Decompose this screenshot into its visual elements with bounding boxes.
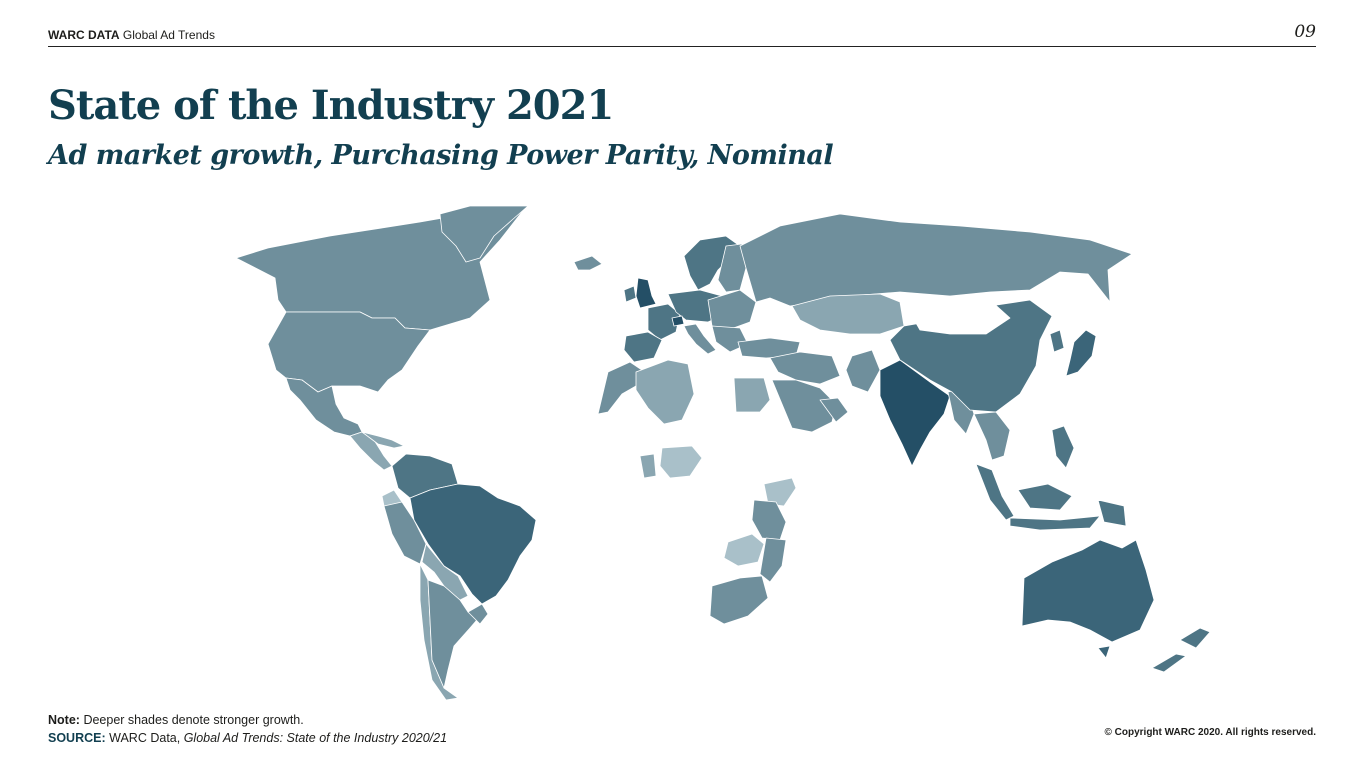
egypt [733,377,771,413]
tasmania [1097,645,1111,659]
page-number: 09 [1294,22,1316,42]
footer-note: Note: Deeper shades denote stronger grow… [48,713,304,727]
kazakhstan [791,293,905,335]
ghana-ivory-coast [639,453,657,479]
indonesia [1009,483,1127,531]
pakistan [845,349,881,393]
saudi-arabia [771,379,837,433]
morocco [597,361,643,415]
page-title: State of the Industry 2021 [48,82,614,129]
south-africa [709,575,769,625]
greenland [439,205,529,263]
ireland [623,285,637,303]
note-label: Note: [48,713,80,727]
brand-label: WARC DATA Global Ad Trends [48,28,215,42]
philippines [1051,425,1075,469]
france [647,303,681,341]
footer-source: SOURCE: WARC Data, Global Ad Trends: Sta… [48,731,447,745]
japan [1065,329,1097,377]
angola-zambia [723,533,765,567]
argentina [427,579,483,689]
world-choropleth-map [235,205,1211,701]
malaysia [975,463,1015,521]
brand-rest: Global Ad Trends [122,28,215,42]
iberia [623,331,663,363]
note-text: Deeper shades denote stronger growth. [83,713,304,727]
copyright-notice: © Copyright WARC 2020. All rights reserv… [1104,727,1317,738]
brand-bold: WARC DATA [48,28,120,42]
caribbean [361,431,405,449]
mexico [285,377,363,437]
iran-iraq [769,351,841,385]
southeast-asia [973,411,1011,461]
mozambique [759,537,787,583]
australia [1021,539,1155,643]
kenya-ethiopia [763,477,797,507]
india [879,359,951,467]
algeria [635,359,695,425]
italy [683,323,717,355]
nigeria [659,445,703,479]
iceland [573,255,603,271]
united-kingdom [635,277,657,309]
uruguay [467,603,489,625]
page-subtitle: Ad market growth, Purchasing Power Parit… [48,140,834,171]
switzerland [671,315,685,327]
source-label: SOURCE: [48,731,106,745]
new-zealand [1151,627,1211,673]
united-states [267,311,431,393]
header-bar: WARC DATA Global Ad Trends 09 [48,22,1316,47]
russia [739,213,1133,307]
gulf-states [819,397,849,423]
korea [1049,329,1065,353]
peru [383,501,427,565]
mongolia [911,299,1011,335]
source-title: Global Ad Trends: State of the Industry … [183,731,448,745]
source-text: WARC Data, [109,731,181,745]
